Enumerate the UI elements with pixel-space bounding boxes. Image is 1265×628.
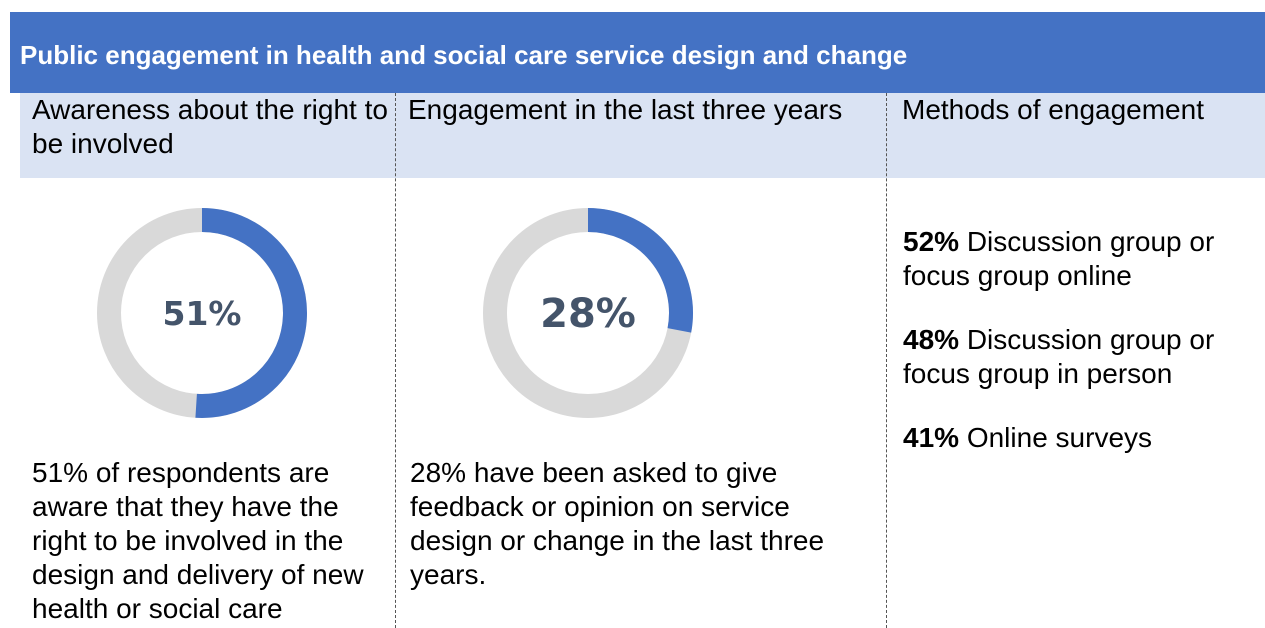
column-heading-awareness-text: Awareness about the right to be involved: [32, 94, 388, 159]
column-heading-methods-text: Methods of engagement: [902, 94, 1204, 125]
engagement-donut-chart: 28%: [482, 207, 694, 419]
method-label: Discussion group or focus group in perso…: [903, 324, 1215, 389]
column-heading-engagement: Engagement in the last three years: [396, 93, 886, 178]
methods-list: 52% Discussion group or focus group onli…: [903, 225, 1263, 485]
column-heading-engagement-text: Engagement in the last three years: [408, 94, 843, 125]
method-percent: 52%: [903, 226, 960, 257]
method-item: 41% Online surveys: [903, 421, 1263, 455]
method-percent: 48%: [903, 324, 960, 355]
awareness-donut-chart: 51%: [96, 207, 308, 419]
method-label: Online surveys: [966, 422, 1153, 453]
donut-value-arc: [195, 208, 307, 418]
page-title: Public engagement in health and social c…: [20, 40, 908, 70]
awareness-description: 51% of respondents are aware that they h…: [32, 457, 364, 624]
method-item: 48% Discussion group or focus group in p…: [903, 323, 1263, 391]
donut-value-label: 28%: [540, 291, 636, 337]
column-divider: [886, 93, 887, 628]
engagement-description: 28% have been asked to give feedback or …: [410, 457, 825, 590]
column-heading-awareness: Awareness about the right to be involved: [20, 93, 396, 178]
header-banner: Public engagement in health and social c…: [10, 12, 1265, 93]
column-divider: [395, 93, 396, 628]
donut-value-label: 51%: [163, 294, 242, 333]
method-label: Discussion group or focus group online: [903, 226, 1215, 291]
method-item: 52% Discussion group or focus group onli…: [903, 225, 1263, 293]
column-heading-methods: Methods of engagement: [886, 93, 1265, 178]
donut-value-arc: [587, 208, 693, 333]
method-percent: 41%: [903, 422, 960, 453]
